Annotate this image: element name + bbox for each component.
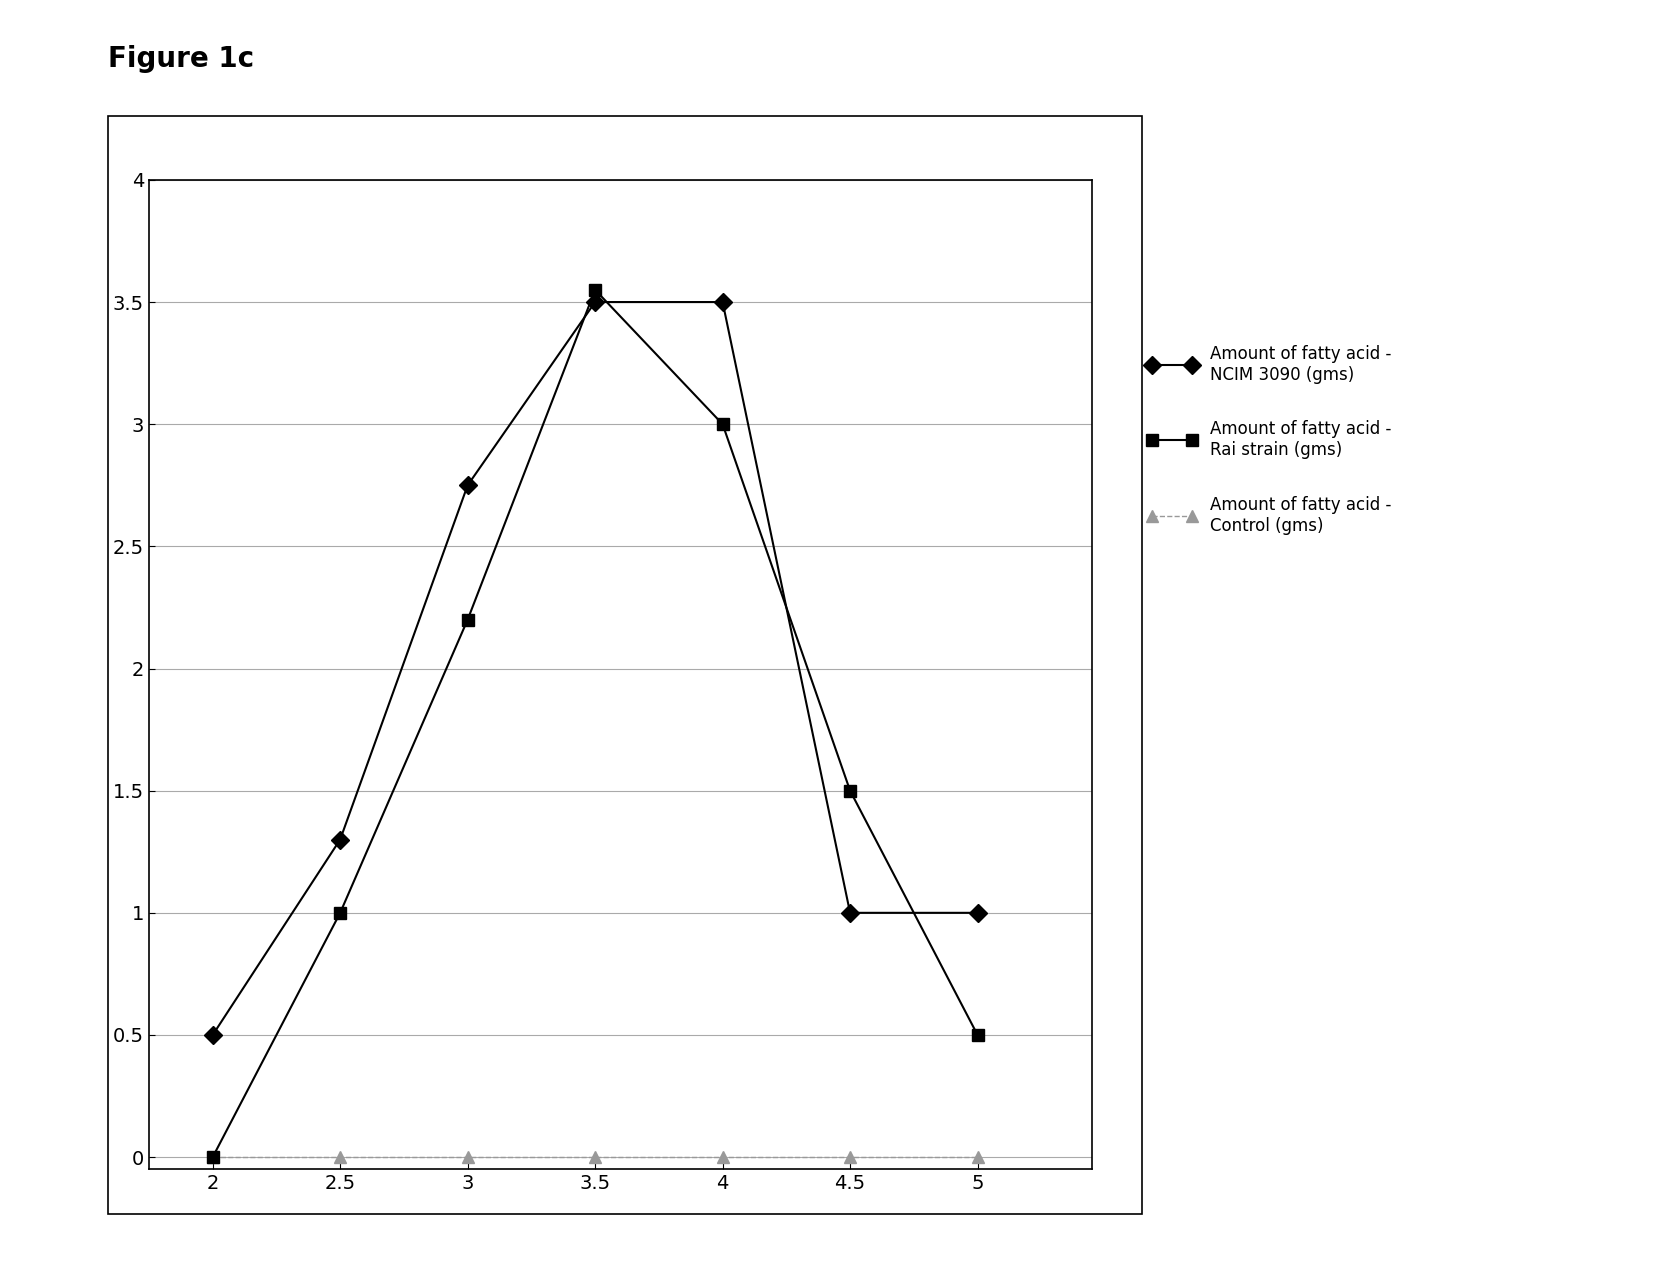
Line: Amount of fatty acid -
NCIM 3090 (gms): Amount of fatty acid - NCIM 3090 (gms) [207,296,983,1041]
Line: Amount of fatty acid -
Rai strain (gms): Amount of fatty acid - Rai strain (gms) [207,284,983,1163]
Legend: Amount of fatty acid -
NCIM 3090 (gms), Amount of fatty acid -
Rai strain (gms),: Amount of fatty acid - NCIM 3090 (gms), … [1139,337,1400,544]
Amount of fatty acid -
NCIM 3090 (gms) [713,294,733,310]
Amount of fatty acid -
Control (gms) [713,1149,733,1164]
Amount of fatty acid -
Rai strain (gms) [968,1027,988,1042]
Text: Figure 1c: Figure 1c [108,45,253,73]
Amount of fatty acid -
Control (gms) [841,1149,861,1164]
Amount of fatty acid -
Control (gms) [586,1149,606,1164]
Amount of fatty acid -
Control (gms) [204,1149,223,1164]
Amount of fatty acid -
NCIM 3090 (gms) [968,905,988,920]
Line: Amount of fatty acid -
Control (gms): Amount of fatty acid - Control (gms) [207,1151,983,1163]
Amount of fatty acid -
NCIM 3090 (gms) [331,831,351,847]
Amount of fatty acid -
NCIM 3090 (gms) [458,478,478,493]
Amount of fatty acid -
Rai strain (gms) [713,416,733,432]
Amount of fatty acid -
Rai strain (gms) [586,283,606,298]
Amount of fatty acid -
Control (gms) [458,1149,478,1164]
Amount of fatty acid -
NCIM 3090 (gms) [841,905,861,920]
Amount of fatty acid -
NCIM 3090 (gms) [586,294,606,310]
Amount of fatty acid -
Rai strain (gms) [841,783,861,798]
Amount of fatty acid -
Rai strain (gms) [204,1149,223,1164]
Amount of fatty acid -
Control (gms) [331,1149,351,1164]
Amount of fatty acid -
Control (gms) [968,1149,988,1164]
Amount of fatty acid -
NCIM 3090 (gms) [204,1027,223,1042]
Amount of fatty acid -
Rai strain (gms) [331,905,351,920]
Amount of fatty acid -
Rai strain (gms) [458,612,478,627]
